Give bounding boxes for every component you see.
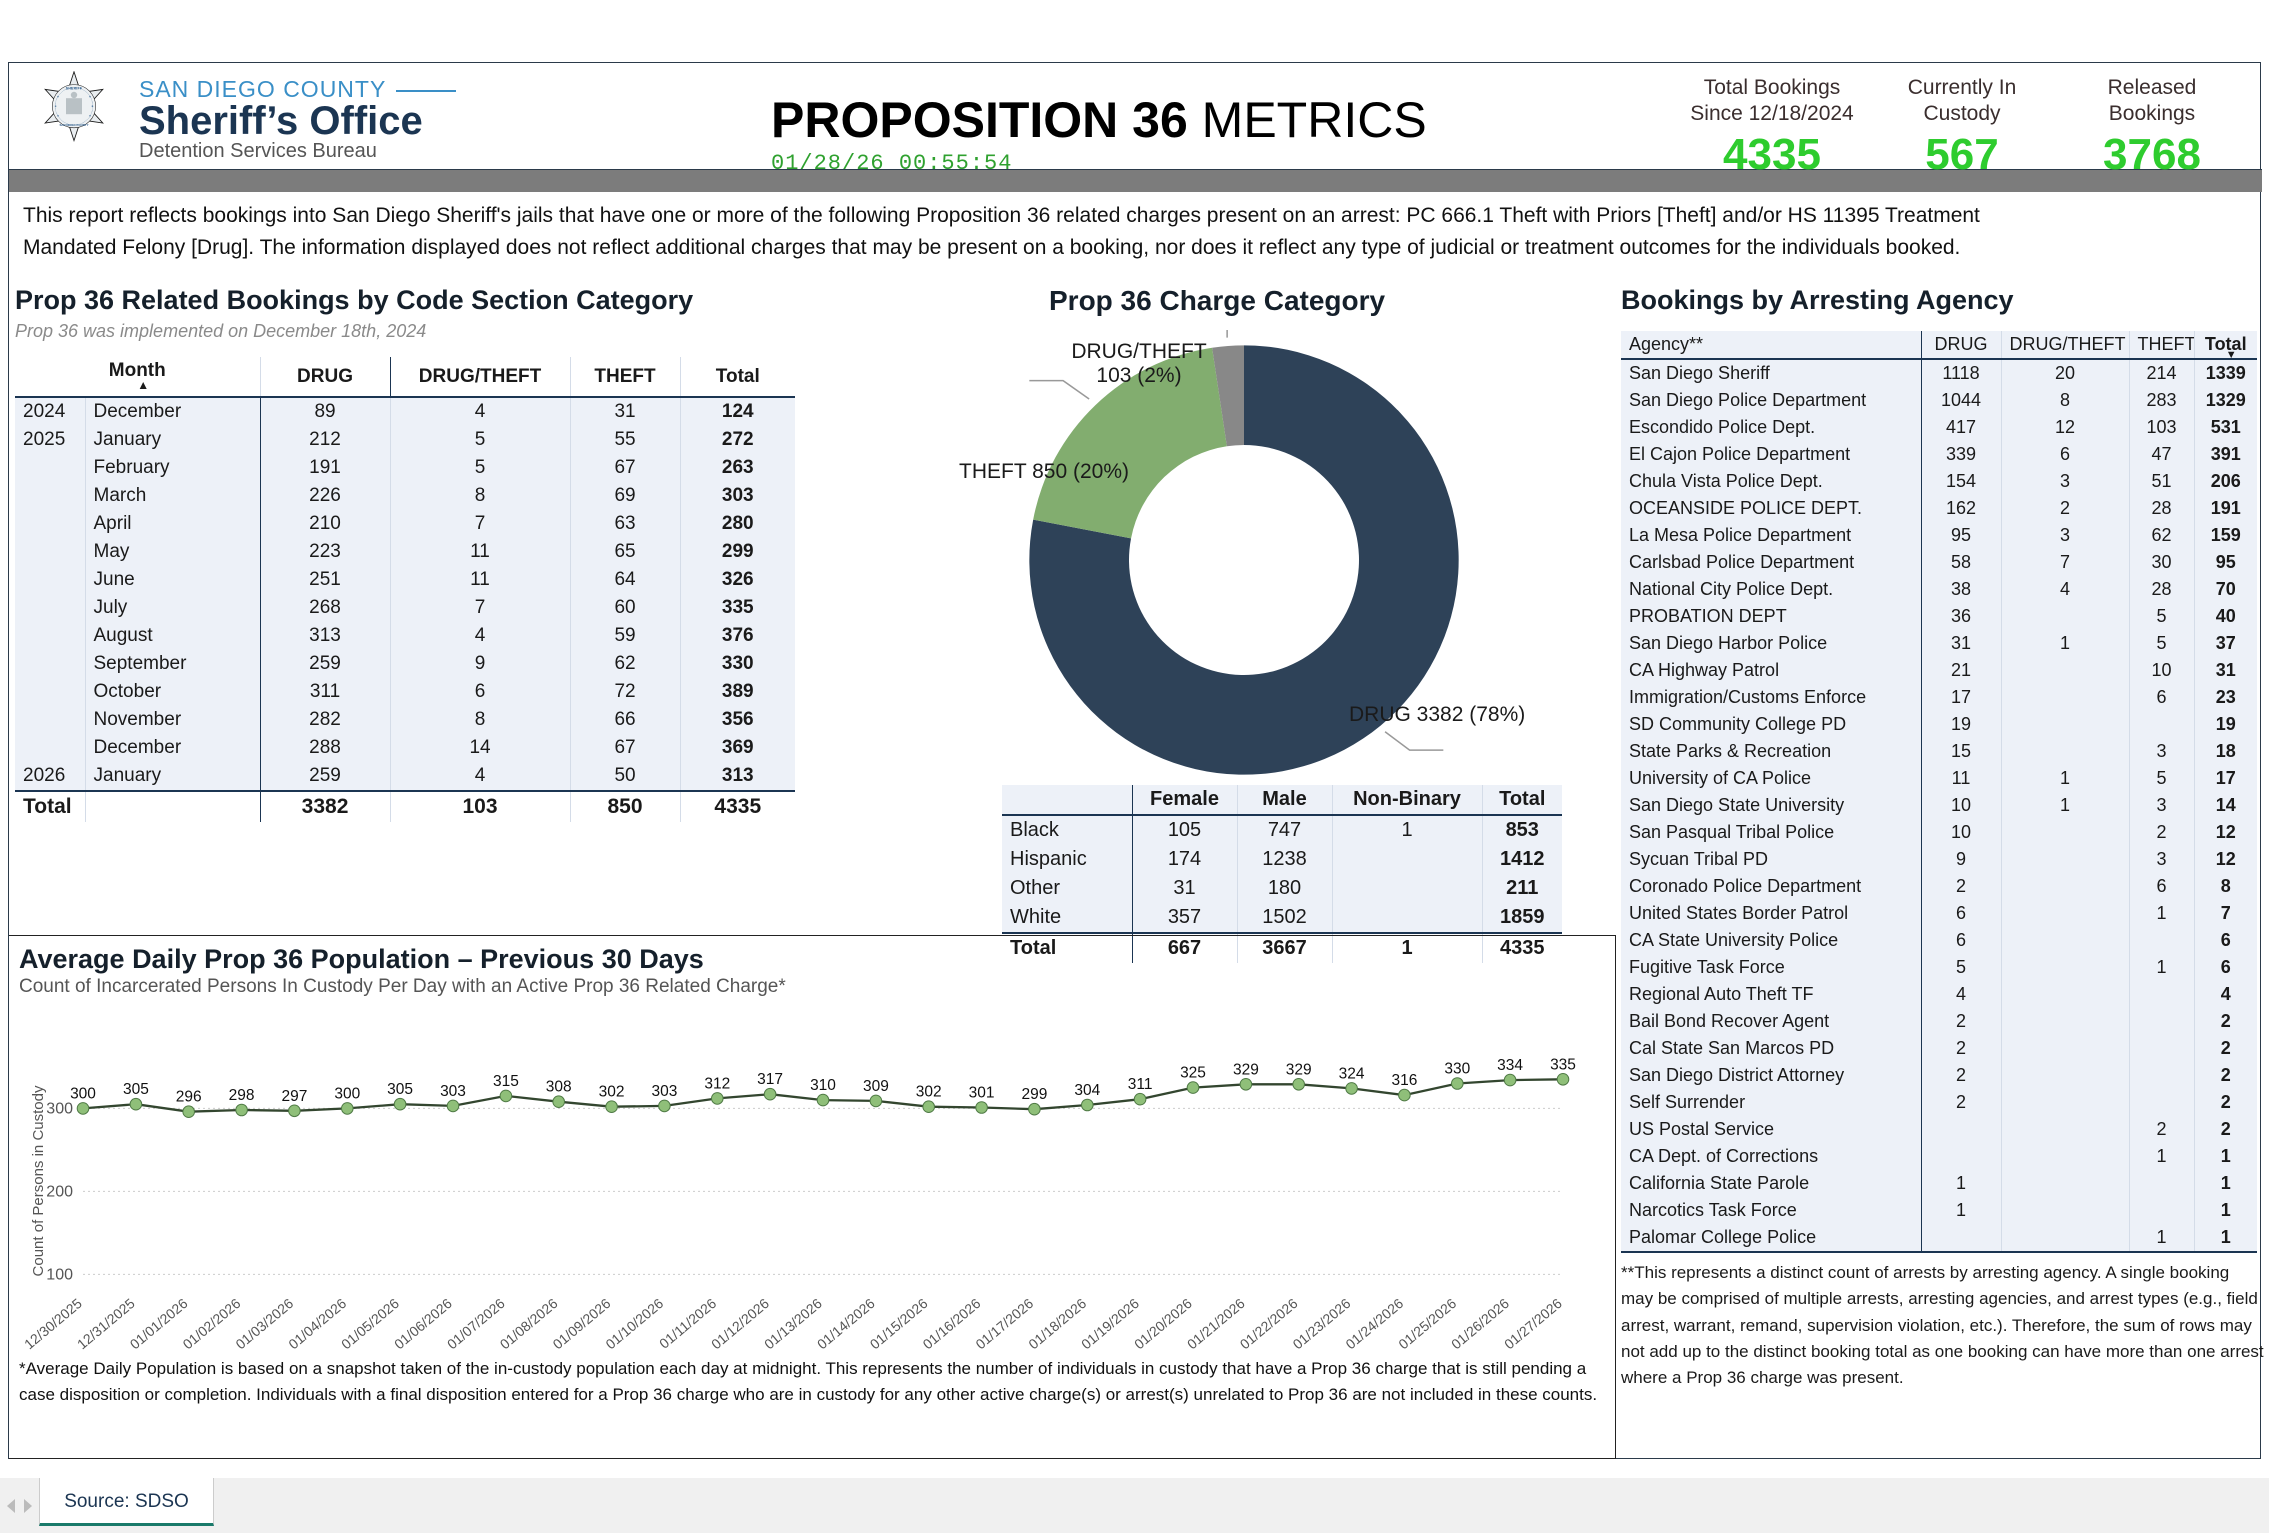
svg-text:309: 309 — [863, 1078, 889, 1095]
svg-text:100: 100 — [46, 1266, 73, 1283]
svg-text:01/14/2026: 01/14/2026 — [814, 1295, 878, 1352]
svg-text:SAN DIEGO COUNTY: SAN DIEGO COUNTY — [59, 123, 88, 127]
svg-text:01/25/2026: 01/25/2026 — [1395, 1295, 1459, 1352]
svg-text:302: 302 — [916, 1084, 942, 1101]
svg-text:01/01/2026: 01/01/2026 — [127, 1295, 191, 1352]
svg-text:01/02/2026: 01/02/2026 — [180, 1295, 244, 1352]
svg-text:297: 297 — [281, 1088, 307, 1105]
svg-text:325: 325 — [1180, 1065, 1206, 1082]
svg-text:01/03/2026: 01/03/2026 — [232, 1295, 296, 1352]
svg-text:01/21/2026: 01/21/2026 — [1184, 1295, 1248, 1352]
svg-text:329: 329 — [1286, 1061, 1312, 1078]
svg-text:305: 305 — [123, 1081, 149, 1098]
svg-text:01/08/2026: 01/08/2026 — [497, 1295, 561, 1352]
svg-text:298: 298 — [229, 1087, 255, 1104]
svg-text:01/13/2026: 01/13/2026 — [761, 1295, 825, 1352]
svg-text:01/22/2026: 01/22/2026 — [1237, 1295, 1301, 1352]
svg-text:305: 305 — [387, 1081, 413, 1098]
svg-text:334: 334 — [1497, 1057, 1523, 1074]
svg-text:01/27/2026: 01/27/2026 — [1501, 1295, 1565, 1352]
svg-text:01/07/2026: 01/07/2026 — [444, 1295, 508, 1352]
svg-text:310: 310 — [810, 1077, 836, 1094]
svg-text:301: 301 — [969, 1085, 995, 1102]
svg-text:01/20/2026: 01/20/2026 — [1131, 1295, 1195, 1352]
svg-text:302: 302 — [599, 1084, 625, 1101]
svg-text:315: 315 — [493, 1073, 519, 1090]
svg-text:01/12/2026: 01/12/2026 — [708, 1295, 772, 1352]
svg-text:01/16/2026: 01/16/2026 — [920, 1295, 984, 1352]
svg-text:01/24/2026: 01/24/2026 — [1342, 1295, 1406, 1352]
svg-text:312: 312 — [704, 1075, 730, 1092]
svg-text:01/23/2026: 01/23/2026 — [1290, 1295, 1354, 1352]
svg-text:335: 335 — [1550, 1056, 1576, 1073]
svg-text:300: 300 — [334, 1085, 360, 1102]
svg-text:311: 311 — [1128, 1076, 1153, 1093]
svg-text:200: 200 — [46, 1183, 73, 1200]
svg-text:01/10/2026: 01/10/2026 — [602, 1295, 666, 1352]
svg-text:01/15/2026: 01/15/2026 — [867, 1295, 931, 1352]
svg-text:01/06/2026: 01/06/2026 — [391, 1295, 455, 1352]
svg-text:296: 296 — [176, 1089, 202, 1106]
svg-text:303: 303 — [651, 1083, 677, 1100]
svg-text:12/30/2025: 12/30/2025 — [21, 1295, 85, 1352]
svg-text:01/18/2026: 01/18/2026 — [1025, 1295, 1089, 1352]
svg-text:308: 308 — [546, 1079, 572, 1096]
svg-text:317: 317 — [757, 1071, 783, 1088]
svg-text:12/31/2025: 12/31/2025 — [74, 1295, 138, 1352]
svg-text:SHERIFF: SHERIFF — [66, 86, 82, 90]
svg-text:300: 300 — [70, 1085, 96, 1102]
svg-text:01/05/2026: 01/05/2026 — [338, 1295, 402, 1352]
svg-text:330: 330 — [1444, 1061, 1470, 1078]
svg-text:329: 329 — [1233, 1061, 1259, 1078]
svg-text:01/26/2026: 01/26/2026 — [1448, 1295, 1512, 1352]
svg-text:324: 324 — [1339, 1065, 1365, 1082]
svg-text:316: 316 — [1391, 1072, 1417, 1089]
svg-text:01/19/2026: 01/19/2026 — [1078, 1295, 1142, 1352]
svg-text:299: 299 — [1021, 1086, 1047, 1103]
svg-text:Count of Persons in Custody: Count of Persons in Custody — [30, 1085, 47, 1276]
svg-text:01/09/2026: 01/09/2026 — [550, 1295, 614, 1352]
svg-text:01/04/2026: 01/04/2026 — [285, 1295, 349, 1352]
svg-text:303: 303 — [440, 1083, 466, 1100]
svg-text:300: 300 — [46, 1100, 73, 1117]
svg-text:01/17/2026: 01/17/2026 — [972, 1295, 1036, 1352]
svg-text:304: 304 — [1074, 1082, 1100, 1099]
